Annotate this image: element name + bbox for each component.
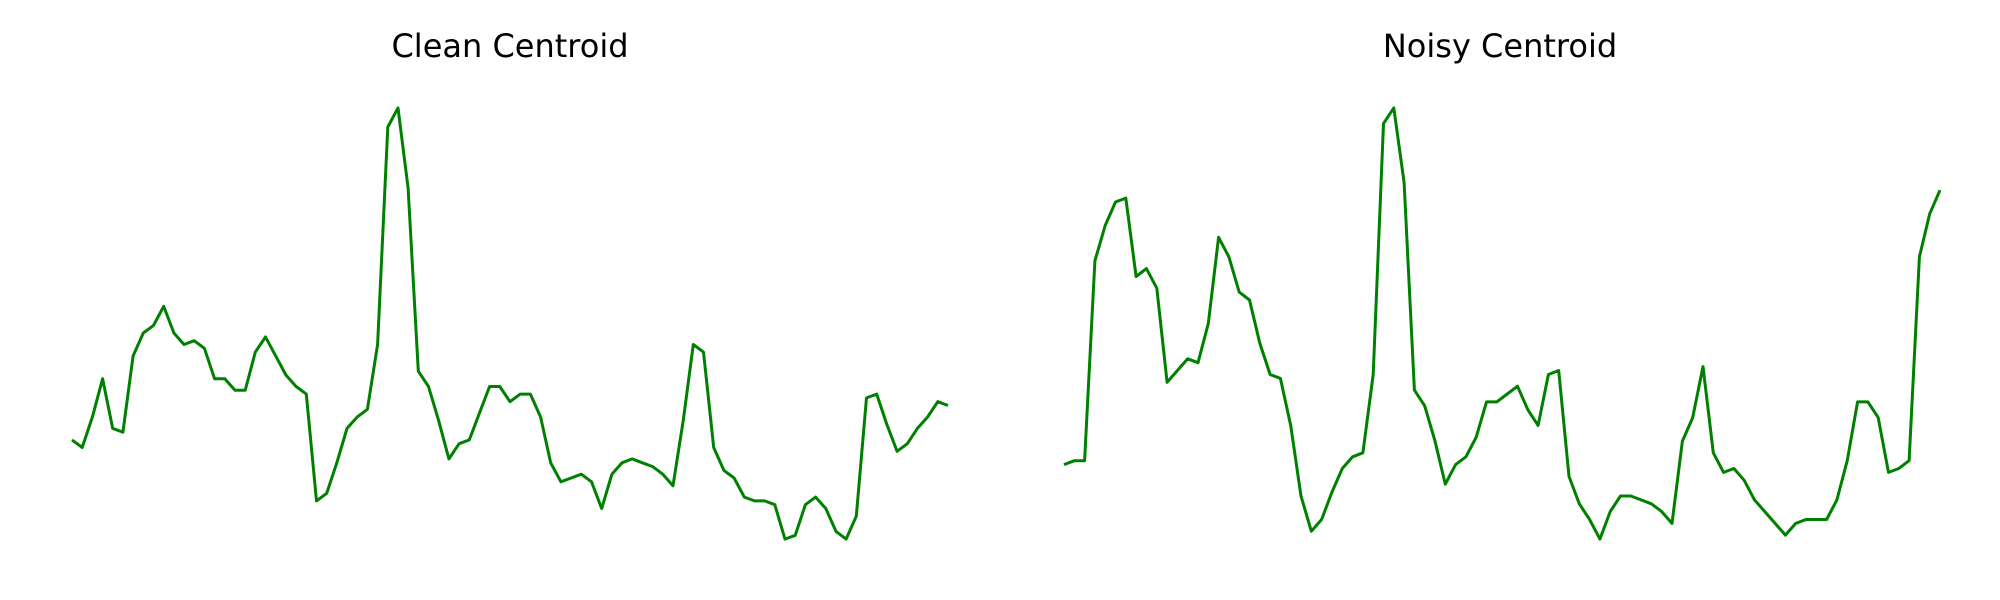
clean-centroid-series: [71, 106, 949, 541]
clean-centroid-panel: Clean Centroid: [71, 27, 949, 541]
noisy-centroid-title: Noisy Centroid: [1383, 27, 1617, 65]
clean-centroid-title: Clean Centroid: [391, 27, 628, 65]
clean-centroid-line: [71, 106, 949, 541]
noisy-centroid-series: [1063, 106, 1942, 541]
noisy-centroid-line: [1063, 106, 1942, 541]
noisy-centroid-panel: Noisy Centroid: [1063, 27, 1942, 541]
